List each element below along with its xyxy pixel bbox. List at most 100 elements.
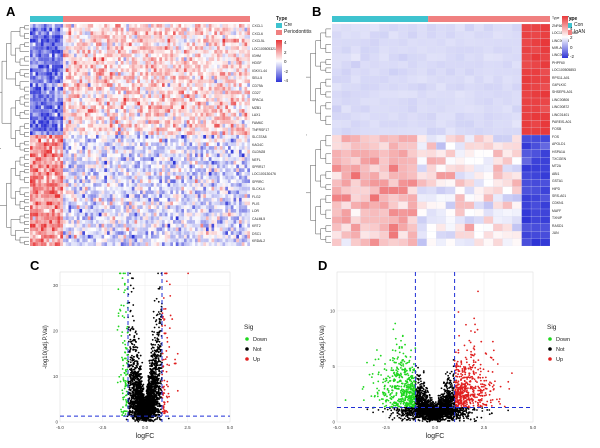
heatmap-a-cell [203, 183, 207, 187]
heatmap-a-cell [162, 231, 165, 235]
heatmap-a-cell [167, 109, 171, 113]
heatmap-a-cell [156, 35, 160, 39]
heatmap-a-cell [244, 175, 248, 180]
heatmap-a-cell [104, 157, 108, 161]
heatmap-a-cell [189, 86, 193, 91]
heatmap-a-cell [71, 98, 75, 102]
heatmap-a-cell [233, 212, 237, 217]
heatmap-a-cell [60, 183, 64, 187]
dendrogram-branch [19, 96, 25, 105]
heatmap-a-cell [186, 234, 190, 239]
heatmap-a-cell [233, 31, 237, 36]
heatmap-a-cell [153, 127, 157, 132]
heatmap-b-cell [360, 23, 371, 32]
heatmap-a-cell [46, 175, 50, 180]
heatmap-a-cell [164, 135, 168, 139]
heatmap-a-cell [217, 205, 220, 210]
heatmap-a-cell [145, 120, 149, 124]
heatmap-a-cell [195, 49, 198, 54]
heatmap-a-cell [112, 179, 116, 184]
heatmap-a-cell [63, 42, 66, 47]
heatmap-a-cell [123, 209, 127, 213]
heatmap-a-cell [57, 38, 61, 43]
heatmap-a-cell [233, 227, 237, 232]
heatmap-a-cell [79, 27, 83, 32]
heatmap-a-cell [167, 205, 171, 210]
heatmap-a-cell [164, 24, 168, 28]
heatmap-a-cell [87, 135, 91, 139]
heatmap-a-cell [38, 38, 42, 43]
heatmap-a-cell [162, 153, 165, 158]
heatmap-a-cell [65, 86, 69, 91]
heatmap-a-cell [145, 116, 149, 121]
heatmap-a-cell [181, 231, 185, 235]
heatmap-a-cell [60, 79, 64, 84]
heatmap-a-cell [222, 90, 226, 95]
heatmap-a-cell [131, 112, 135, 117]
heatmap-a-cell [71, 49, 75, 54]
heatmap-a-cell [195, 64, 198, 69]
heatmap-a-cell [60, 238, 64, 243]
heatmap-a-cell [178, 138, 182, 143]
heatmap-a-cell [96, 194, 99, 198]
heatmap-a-cell [151, 61, 154, 65]
heatmap-a-cell [68, 116, 72, 121]
heatmap-a-cell [54, 138, 58, 143]
heatmap-a-cell [87, 164, 91, 169]
heatmap-a-cell [38, 197, 42, 202]
heatmap-a-cell [43, 234, 47, 239]
heatmap-a-cell [162, 160, 165, 165]
heatmap-a-cell [145, 46, 149, 50]
heatmap-a-cell [115, 238, 119, 243]
heatmap-a-cell [90, 160, 94, 165]
heatmap-a-cell [247, 123, 250, 128]
heatmap-a-cell [241, 186, 245, 191]
heatmap-a-cell [126, 46, 130, 50]
heatmap-a-cell [208, 142, 212, 147]
heatmap-a-cell [247, 75, 250, 80]
heatmap-a-cell [41, 201, 44, 206]
heatmap-a-cell [164, 75, 168, 80]
heatmap-a-cell [65, 157, 69, 161]
heatmap-a-cell [129, 79, 132, 84]
heatmap-a-cell [241, 168, 245, 173]
gene-label: SPRR17 [252, 165, 266, 170]
heatmap-a-cell [118, 223, 121, 228]
heatmap-a-cell [87, 127, 91, 132]
heatmap-a-cell [38, 57, 42, 62]
heatmap-a-cell [107, 116, 110, 121]
heatmap-a-cell [222, 127, 226, 132]
heatmap-a-cell [175, 216, 179, 221]
heatmap-a-cell [76, 109, 80, 113]
heatmap-a-cell [181, 131, 185, 136]
heatmap-a-cell [41, 157, 44, 161]
gene-label: FAM6C [252, 120, 264, 125]
dendrogram-branch [24, 73, 29, 78]
heatmap-a-cell [181, 79, 185, 84]
heatmap-a-cell [164, 112, 168, 117]
heatmap-a-cell [192, 157, 196, 161]
heatmap-a-cell [189, 53, 193, 58]
heatmap-a-cell [175, 212, 179, 217]
heatmap-a-cell [131, 105, 135, 110]
heatmap-a-cell [192, 112, 196, 117]
heatmap-a-cell [65, 160, 69, 165]
heatmap-a-cell [184, 194, 187, 198]
heatmap-a-cell [87, 79, 91, 84]
heatmap-a-cell [112, 190, 116, 195]
heatmap-a-cell [208, 197, 212, 202]
heatmap-a-cell [225, 75, 229, 80]
heatmap-a-cell [101, 231, 105, 235]
heatmap-a-cell [153, 238, 157, 243]
heatmap-a-cell [208, 127, 212, 132]
heatmap-a-cell [112, 131, 116, 136]
heatmap-a-cell [98, 142, 102, 147]
heatmap-a-cell [159, 146, 163, 150]
heatmap-a-cell [71, 238, 75, 243]
heatmap-a-cell [126, 86, 130, 91]
heatmap-a-cell [214, 116, 218, 121]
heatmap-a-cell [145, 94, 149, 99]
heatmap-a-cell [76, 53, 80, 58]
heatmap-a-cell [98, 109, 102, 113]
heatmap-a-cell [206, 220, 209, 224]
